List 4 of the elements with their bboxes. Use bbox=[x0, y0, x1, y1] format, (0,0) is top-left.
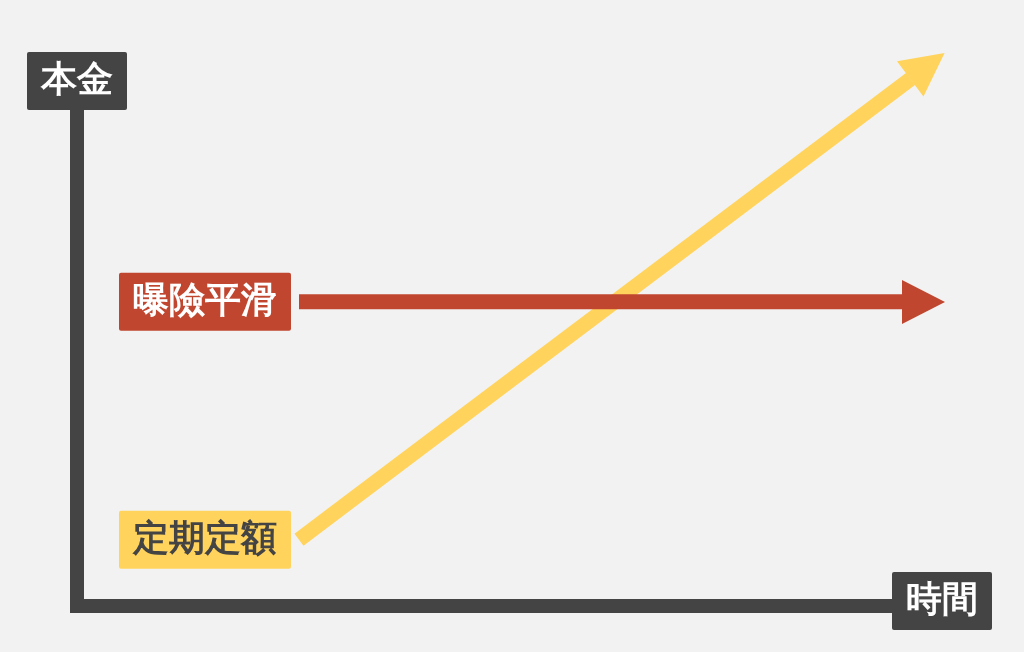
y-axis-title: 本金 bbox=[40, 58, 113, 100]
series-label: 曝險平滑 bbox=[133, 279, 277, 321]
x-axis-title: 時間 bbox=[906, 578, 978, 620]
series-label: 定期定額 bbox=[132, 517, 277, 558]
